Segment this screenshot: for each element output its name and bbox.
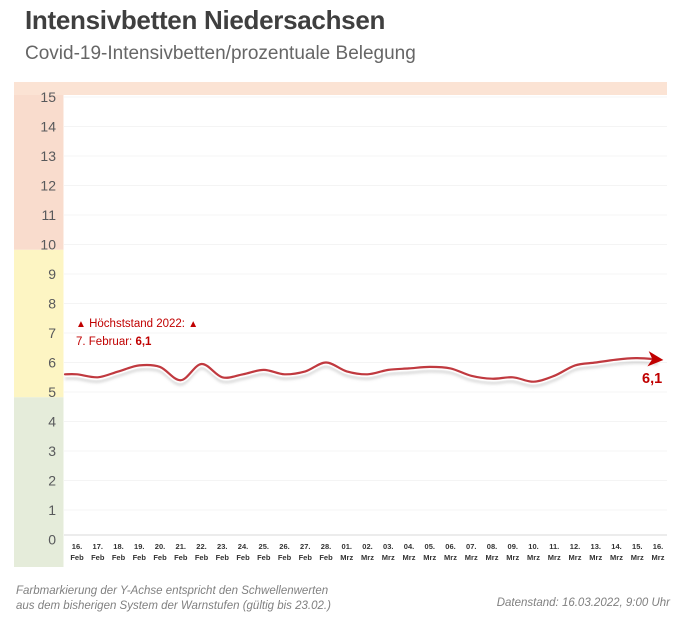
x-tick-label: 18. Feb xyxy=(112,542,126,562)
peak-annotation-value: 6,1 xyxy=(135,335,152,348)
footnote-line1: Farbmarkierung der Y-Achse entspricht de… xyxy=(16,585,329,597)
top-zone-strip xyxy=(14,82,667,95)
zone-warning-green xyxy=(14,397,64,567)
x-tick-label: 15. Mrz xyxy=(631,542,644,562)
peak-annotation-heading: Höchststand 2022: xyxy=(89,318,186,330)
x-tick-label: 22. Feb xyxy=(195,542,209,562)
y-tick-label: 9 xyxy=(48,266,56,282)
x-tick-label: 28. Feb xyxy=(319,542,333,562)
x-tick-label: 16. Mrz xyxy=(652,542,665,562)
x-tick-label: 04. Mrz xyxy=(403,542,416,562)
x-tick-label: 14. Mrz xyxy=(610,542,623,562)
y-tick-label: 12 xyxy=(40,178,56,194)
x-tick-label: 26. Feb xyxy=(278,542,292,562)
x-tick-label: 20. Feb xyxy=(153,542,167,562)
page-subtitle: Covid-19-Intensivbetten/prozentuale Bele… xyxy=(25,43,416,64)
x-tick-label: 01. Mrz xyxy=(340,542,353,562)
peak-annotation-date: 7. Februar: xyxy=(76,335,136,348)
zone-warning-red xyxy=(14,95,64,250)
zone-warning-yellow xyxy=(14,249,64,398)
peak-annotation-line1: ▲ Höchststand 2022: ▲ xyxy=(76,316,198,334)
x-tick-label: 11. Mrz xyxy=(548,542,561,562)
y-tick-label: 7 xyxy=(48,325,56,341)
x-tick-label: 06. Mrz xyxy=(444,542,457,562)
y-tick-label: 10 xyxy=(40,237,56,253)
series-line xyxy=(63,351,664,388)
x-tick-label: 27. Feb xyxy=(299,542,313,562)
y-tick-label: 3 xyxy=(48,443,56,459)
y-tick-label: 5 xyxy=(48,384,56,400)
x-tick-label: 25. Feb xyxy=(257,542,271,562)
y-tick-label: 14 xyxy=(40,119,56,135)
x-tick-label: 10. Mrz xyxy=(527,542,540,562)
y-tick-label: 4 xyxy=(48,414,56,430)
x-tick-label: 03. Mrz xyxy=(382,542,395,562)
footnote-color-legend: Farbmarkierung der Y-Achse entspricht de… xyxy=(16,584,331,614)
gridlines xyxy=(64,96,667,536)
data-timestamp: Datenstand: 16.03.2022, 9:00 Uhr xyxy=(496,597,670,609)
current-value-label: 6,1 xyxy=(642,371,663,387)
y-axis-zone-band xyxy=(14,82,667,567)
x-tick-label: 07. Mrz xyxy=(465,542,478,562)
x-tick-label: 16. Feb xyxy=(70,542,84,562)
x-tick-label: 13. Mrz xyxy=(589,542,602,562)
x-tick-label: 17. Feb xyxy=(91,542,105,562)
x-tick-label: 12. Mrz xyxy=(569,542,582,562)
y-tick-label: 8 xyxy=(48,296,56,312)
x-tick-label: 02. Mrz xyxy=(361,542,374,562)
page-title: Intensivbetten Niedersachsen xyxy=(25,5,386,35)
x-axis-labels: 16. Feb 17. Feb 18. Feb 19. Feb 20. Feb 21. Feb 22. F… xyxy=(70,542,664,562)
x-tick-label: 09. Mrz xyxy=(506,542,519,562)
y-tick-label: 6 xyxy=(48,355,56,371)
triangle-up-icon: ▲ xyxy=(188,319,199,330)
peak-annotation: ▲ Höchststand 2022: ▲ 7. Februar: 6,1 xyxy=(76,316,198,351)
x-tick-label: 21. Feb xyxy=(174,542,188,562)
y-tick-label: 1 xyxy=(48,502,56,518)
y-tick-label: 2 xyxy=(48,473,56,489)
x-tick-label: 05. Mrz xyxy=(423,542,436,562)
series-line-path xyxy=(63,351,664,383)
y-tick-label: 11 xyxy=(41,207,56,223)
footnote-line2: aus dem bisherigen System der Warnstufen… xyxy=(16,600,331,612)
triangle-up-icon: ▲ xyxy=(76,319,86,330)
y-tick-label: 0 xyxy=(48,532,56,548)
x-tick-label: 19. Feb xyxy=(133,542,147,562)
x-tick-label: 24. Feb xyxy=(236,542,250,562)
x-tick-label: 23. Feb xyxy=(216,542,230,562)
peak-annotation-line2: 7. Februar: 6,1 xyxy=(76,334,198,352)
x-tick-label: 08. Mrz xyxy=(486,542,499,562)
y-tick-label: 15 xyxy=(40,89,56,105)
series-shadow xyxy=(64,360,659,388)
y-tick-label: 13 xyxy=(40,148,56,164)
